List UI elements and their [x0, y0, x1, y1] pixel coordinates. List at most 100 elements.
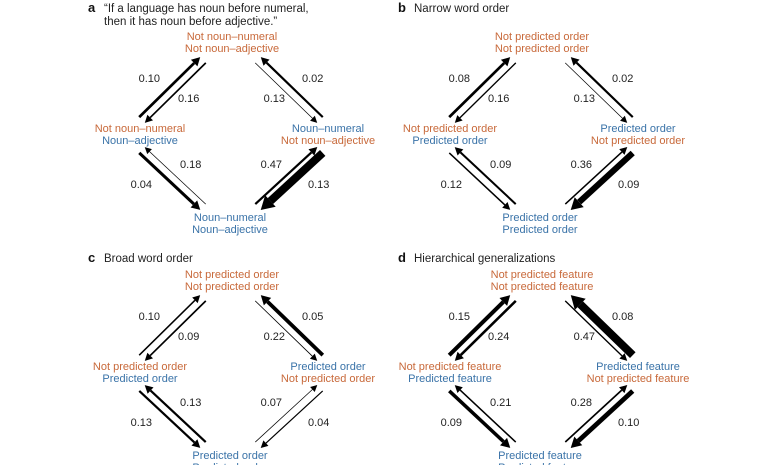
transition-rate-label: 0.47 [261, 159, 282, 171]
arrow-head [260, 440, 269, 448]
arrow-shaft [254, 62, 313, 119]
panel-title: Broad word order [104, 253, 193, 265]
arrow-head [570, 197, 584, 210]
node-bottom-label: Predicted feature [498, 450, 582, 462]
arrow-shaft [149, 151, 206, 205]
arrow-top-to-right [254, 300, 318, 361]
arrow-bottom-to-left [454, 147, 517, 205]
arrow-right-to-top [570, 295, 636, 358]
arrow-bottom-to-right [564, 385, 628, 443]
arrow-head [308, 147, 318, 156]
transition-rate-label: 0.05 [302, 311, 323, 323]
arrow-shaft [267, 150, 326, 204]
transition-rate-label: 0.08 [449, 73, 470, 85]
transition-rate-label: 0.09 [178, 331, 199, 343]
node-left-label: Noun–adjective [102, 135, 178, 147]
arrow-bottom-to-right [254, 147, 318, 205]
panel-a: a “If a language has noun before numeral,… [88, 0, 375, 236]
arrow-head [619, 353, 628, 361]
transition-rate-label: 0.12 [441, 179, 462, 191]
node-top-label: Not noun–numeral [187, 31, 278, 43]
arrow-bottom-to-left [144, 147, 206, 205]
transition-rate-label: 0.09 [441, 417, 462, 429]
arrow-top-to-right [564, 62, 628, 123]
node-right-label: Not predicted order [591, 135, 685, 147]
arrow-right-to-top [260, 57, 324, 118]
arrow-top-to-right [254, 62, 318, 123]
transition-rate-label: 0.04 [131, 179, 152, 191]
arrow-right-to-top [260, 295, 325, 357]
arrow-left-to-bottom [138, 151, 201, 210]
transition-rate-label: 0.13 [131, 417, 152, 429]
panel-letter: d [398, 250, 406, 265]
node-right-label: Predicted order [290, 361, 366, 373]
arrow-left-to-top [138, 57, 201, 119]
arrow-shaft [448, 152, 506, 206]
arrow-shaft [254, 300, 313, 357]
arrow-left-to-bottom [448, 389, 511, 448]
arrow-shaft [564, 151, 623, 205]
arrow-head [570, 295, 586, 310]
node-top-label: Not predicted order [185, 281, 279, 293]
node-top-label: Not predicted order [185, 269, 279, 281]
arrow-shaft [138, 390, 196, 444]
node-bottom-label: Noun–numeral [194, 212, 266, 224]
arrow-head [260, 57, 270, 66]
arrow-head [192, 295, 201, 304]
arrow-head [144, 147, 152, 155]
transition-rate-label: 0.02 [302, 73, 323, 85]
node-right-label: Not noun–adjective [281, 135, 375, 147]
transition-rate-label: 0.47 [574, 331, 595, 343]
arrow-shaft [575, 61, 634, 118]
node-right-label: Predicted order [600, 123, 676, 135]
arrow-left-to-bottom [138, 390, 201, 448]
arrow-right-to-bottom [260, 150, 326, 210]
node-left-label: Not predicted order [93, 361, 187, 373]
node-bottom-label: Predicted order [502, 212, 578, 224]
arrow-right-to-top [570, 57, 634, 118]
arrow-head [454, 385, 463, 393]
arrow-shaft [255, 389, 313, 443]
arrow-head [499, 295, 511, 306]
transition-rate-label: 0.22 [264, 331, 285, 343]
arrow-head [144, 114, 153, 123]
arrow-shaft [459, 299, 517, 356]
arrow-top-to-left [454, 299, 517, 361]
arrow-head [310, 385, 318, 393]
transition-rate-label: 0.07 [261, 397, 282, 409]
arrow-shaft [564, 62, 623, 119]
node-left-label: Predicted order [102, 373, 178, 385]
panel-title: Hierarchical generalizations [414, 253, 556, 265]
transition-rate-label: 0.16 [488, 93, 509, 105]
arrow-shaft [564, 389, 623, 443]
transition-rate-label: 0.18 [180, 159, 201, 171]
node-top-label: Not predicted order [495, 31, 589, 43]
arrow-shaft [254, 151, 313, 205]
arrow-head [500, 57, 511, 67]
arrow-bottom-to-right [564, 147, 628, 205]
arrow-shaft [577, 150, 635, 205]
transition-rate-label: 0.10 [618, 417, 639, 429]
transition-rate-label: 0.04 [308, 417, 329, 429]
arrow-shaft [564, 300, 623, 357]
arrow-shaft [459, 389, 517, 443]
arrow-head [454, 351, 464, 361]
arrow-head [310, 115, 318, 123]
node-right-label: Not predicted order [281, 373, 375, 385]
arrow-shaft [576, 389, 635, 443]
transition-rate-label: 0.15 [449, 311, 470, 323]
node-left-label: Predicted feature [408, 373, 492, 385]
arrow-left-to-top [448, 57, 511, 119]
arrow-shaft [448, 62, 506, 119]
arrow-bottom-to-left [454, 385, 517, 443]
transition-rate-label: 0.13 [264, 93, 285, 105]
arrow-head [260, 295, 272, 306]
arrow-right-to-bottom [260, 390, 324, 448]
arrow-shaft [459, 151, 517, 205]
transition-rate-label: 0.08 [612, 311, 633, 323]
node-right-label: Predicted feature [596, 361, 680, 373]
arrow-shaft [459, 62, 517, 119]
transition-rate-label: 0.13 [308, 179, 329, 191]
arrow-left-to-top [138, 295, 201, 356]
arrow-shaft [577, 301, 636, 358]
